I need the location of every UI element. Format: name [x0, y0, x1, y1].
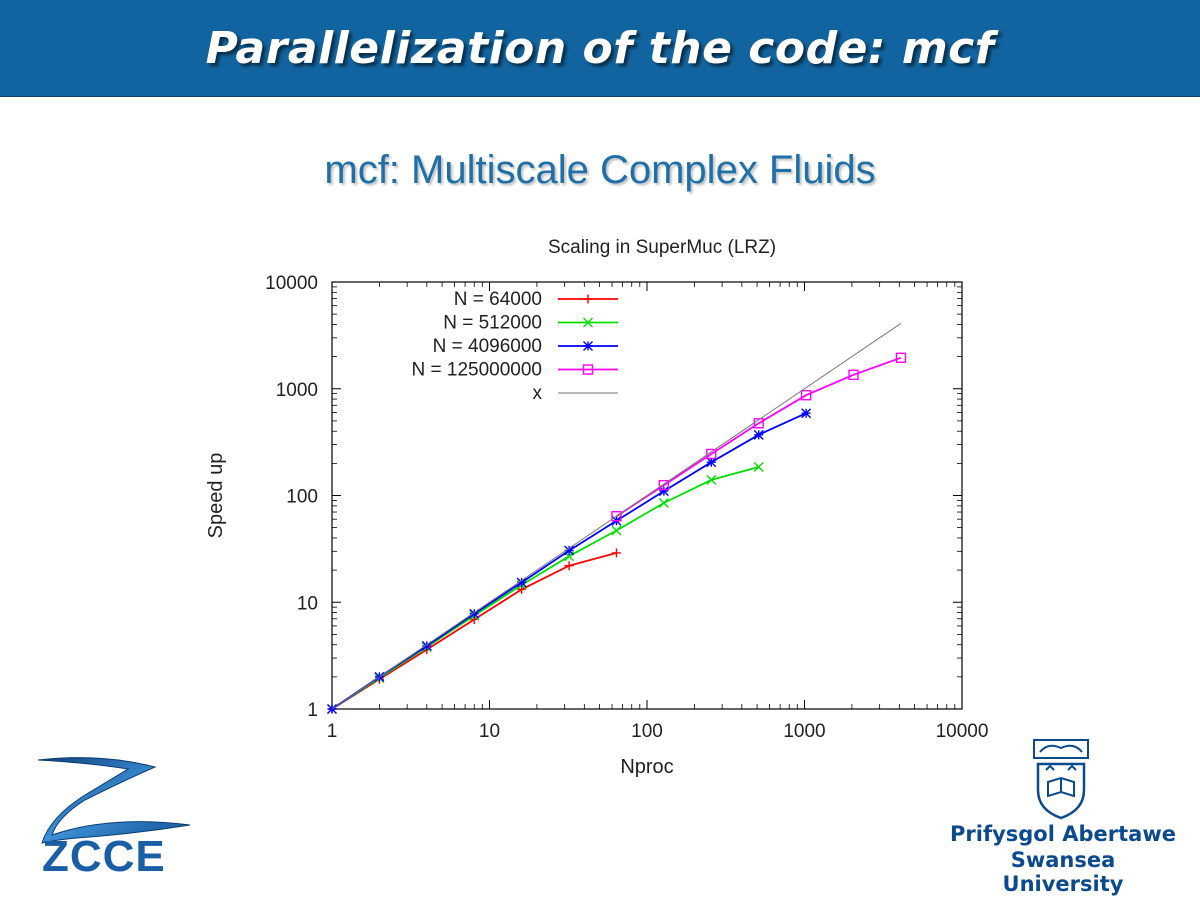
legend-label: N = 125000000: [412, 360, 542, 381]
data-point: [564, 561, 574, 571]
university-name-welsh: Prifysgol Abertawe: [950, 822, 1176, 846]
legend-marker: [583, 317, 593, 328]
data-point: [611, 525, 622, 536]
x-tick-label: 10: [479, 721, 500, 742]
y-tick-label: 1000: [276, 380, 318, 401]
legend-label: N = 512000: [443, 313, 542, 334]
data-point: [753, 429, 764, 440]
data-point: [469, 608, 480, 619]
zcce-logo-text: ZCCE: [42, 832, 166, 881]
y-axis-label: Speed up: [205, 453, 227, 539]
x-tick-label: 1: [327, 721, 338, 742]
data-point: [753, 461, 764, 472]
data-point: [801, 408, 812, 419]
data-point: [421, 640, 432, 651]
data-point: [895, 352, 907, 363]
data-point: [658, 486, 669, 497]
y-tick-label: 10: [297, 593, 318, 614]
legend-label: N = 4096000: [433, 336, 542, 357]
data-point: [658, 479, 670, 491]
data-point: [706, 474, 717, 485]
legend-marker: [582, 364, 594, 375]
data-point: [564, 545, 575, 556]
data-point: [611, 548, 621, 558]
series-line: [616, 356, 902, 517]
series-0: [327, 548, 621, 714]
university-name-english: Swansea University: [1002, 848, 1124, 896]
x-axis-label: Nproc: [620, 756, 673, 778]
university-crest-icon: [1033, 739, 1089, 820]
series-4: [331, 322, 902, 710]
legend-marker: [583, 341, 593, 351]
series-line: [331, 322, 902, 710]
legend-label: N = 64000: [454, 289, 542, 310]
y-tick-label: 10000: [265, 273, 318, 294]
data-point: [800, 390, 812, 401]
data-point: [611, 510, 622, 522]
legend-label: x: [533, 383, 543, 404]
header-bar: Parallelization of the code: mcf: [0, 0, 1200, 97]
x-tick-label: 1000: [783, 721, 825, 742]
data-point: [848, 369, 859, 381]
series-2: [327, 408, 812, 714]
data-point: [706, 448, 717, 460]
legend-marker: [583, 294, 593, 304]
slide-subtitle: mcf: Multiscale Complex Fluids: [324, 148, 876, 192]
series-line: [331, 552, 617, 710]
zcce-logo-icon: [37, 757, 191, 844]
data-point: [706, 457, 717, 468]
y-tick-label: 100: [286, 487, 318, 508]
x-tick-label: 100: [631, 721, 663, 742]
slide-title: Parallelization of the code: mcf: [205, 22, 995, 74]
x-tick-label: 10000: [936, 721, 989, 742]
y-tick-label: 1: [307, 700, 318, 721]
series-1: [327, 461, 764, 714]
speedup-chart: Scaling in SuperMuc (LRZ) 1 10 100 1000 10000…: [205, 237, 989, 778]
series-line: [331, 466, 759, 710]
chart-title: Scaling in SuperMuc (LRZ): [548, 237, 776, 258]
data-point: [516, 577, 527, 588]
data-point: [658, 498, 669, 509]
series-3: [611, 352, 907, 522]
